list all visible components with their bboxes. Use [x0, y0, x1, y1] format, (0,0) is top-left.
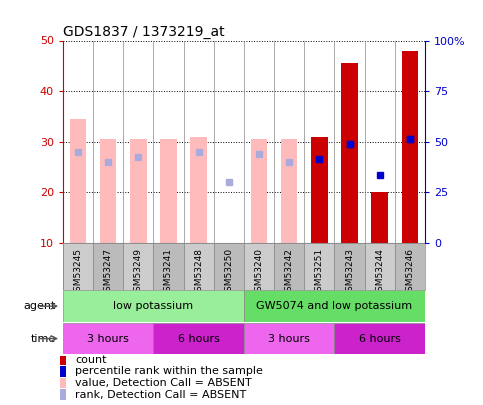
Bar	[304, 243, 334, 290]
Text: rank, Detection Call = ABSENT: rank, Detection Call = ABSENT	[75, 390, 246, 400]
Bar	[244, 243, 274, 290]
Text: percentile rank within the sample: percentile rank within the sample	[75, 367, 263, 377]
Text: GW5074 and low potassium: GW5074 and low potassium	[256, 301, 412, 311]
Bar	[341, 63, 358, 243]
Bar	[154, 243, 184, 290]
Text: GSM53243: GSM53243	[345, 247, 354, 296]
Text: GSM53251: GSM53251	[315, 247, 324, 297]
Text: GSM53249: GSM53249	[134, 247, 143, 296]
Bar	[371, 192, 388, 243]
Text: 3 hours: 3 hours	[268, 334, 310, 343]
Bar	[365, 243, 395, 290]
Bar	[100, 139, 116, 243]
Text: GSM53246: GSM53246	[405, 247, 414, 296]
Text: time: time	[30, 334, 56, 343]
Text: value, Detection Call = ABSENT: value, Detection Call = ABSENT	[75, 378, 252, 388]
Bar	[160, 139, 177, 243]
Bar	[123, 243, 154, 290]
Bar	[335, 323, 425, 354]
Text: GDS1837 / 1373219_at: GDS1837 / 1373219_at	[63, 26, 225, 39]
Text: GSM53245: GSM53245	[73, 247, 83, 296]
Bar	[63, 323, 154, 354]
Bar	[184, 243, 213, 290]
Text: agent: agent	[23, 301, 56, 311]
Text: 6 hours: 6 hours	[178, 334, 220, 343]
Bar	[281, 139, 298, 243]
Text: low potassium: low potassium	[114, 301, 193, 311]
Bar	[60, 354, 66, 365]
Text: GSM53240: GSM53240	[255, 247, 264, 296]
Bar	[154, 323, 244, 354]
Bar	[334, 243, 365, 290]
Bar	[395, 243, 425, 290]
Bar	[60, 366, 66, 377]
Text: GSM53241: GSM53241	[164, 247, 173, 296]
Bar	[63, 243, 93, 290]
Text: count: count	[75, 355, 106, 365]
Text: GSM53242: GSM53242	[284, 247, 294, 296]
Bar	[244, 323, 334, 354]
Bar	[244, 290, 425, 322]
Bar	[251, 139, 267, 243]
Text: GSM53248: GSM53248	[194, 247, 203, 296]
Bar	[213, 243, 244, 290]
Text: 6 hours: 6 hours	[359, 334, 401, 343]
Text: GSM53247: GSM53247	[103, 247, 113, 296]
Bar	[130, 139, 146, 243]
Bar	[190, 137, 207, 243]
Bar	[70, 119, 86, 243]
Bar	[93, 243, 123, 290]
Bar	[402, 51, 418, 243]
Bar	[311, 137, 327, 243]
Text: GSM53244: GSM53244	[375, 247, 384, 296]
Bar	[60, 378, 66, 388]
Bar	[63, 290, 244, 322]
Text: 3 hours: 3 hours	[87, 334, 129, 343]
Bar	[60, 390, 66, 400]
Bar	[274, 243, 304, 290]
Text: GSM53250: GSM53250	[224, 247, 233, 297]
